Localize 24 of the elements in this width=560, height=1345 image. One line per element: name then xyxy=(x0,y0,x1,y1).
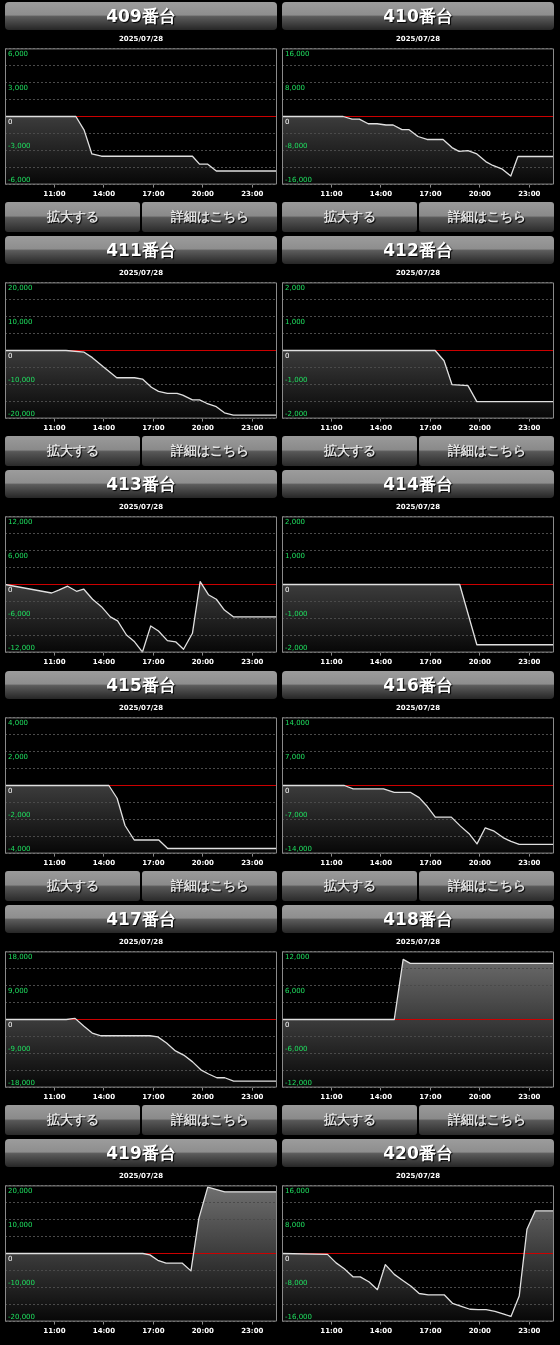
chart-title: 410番台 xyxy=(383,6,453,26)
chart-title: 420番台 xyxy=(383,1143,453,1163)
chart-title: 416番台 xyxy=(383,675,453,695)
header-bar: 419番台 xyxy=(5,1139,277,1167)
header-bar: 410番台 xyxy=(282,2,554,30)
header-bar: 416番台 xyxy=(282,671,554,699)
header-bar: 409番台 xyxy=(5,2,277,30)
chart-title: 415番台 xyxy=(106,675,176,695)
chart-title: 418番台 xyxy=(383,909,453,929)
header-bar: 415番台 xyxy=(5,671,277,699)
chart-title: 413番台 xyxy=(106,474,176,494)
chart-title: 411番台 xyxy=(106,240,176,260)
header-bar: 413番台 xyxy=(5,470,277,498)
header-bar: 420番台 xyxy=(282,1139,554,1167)
chart-title: 409番台 xyxy=(106,6,176,26)
chart-title: 419番台 xyxy=(106,1143,176,1163)
header-bar: 418番台 xyxy=(282,905,554,933)
header-bar: 411番台 xyxy=(5,236,277,264)
header-bar: 417番台 xyxy=(5,905,277,933)
chart-title: 414番台 xyxy=(383,474,453,494)
header-bar: 412番台 xyxy=(282,236,554,264)
chart-title: 417番台 xyxy=(106,909,176,929)
header-bar: 414番台 xyxy=(282,470,554,498)
chart-title: 412番台 xyxy=(383,240,453,260)
